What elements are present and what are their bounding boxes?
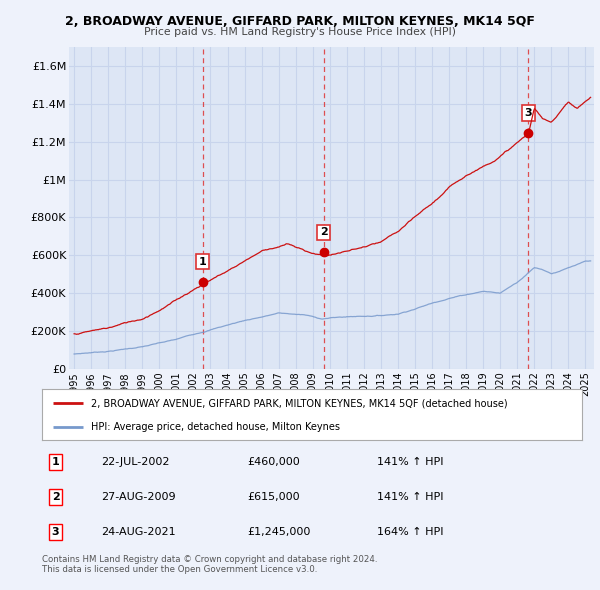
- Text: 27-AUG-2009: 27-AUG-2009: [101, 492, 176, 502]
- Text: 141% ↑ HPI: 141% ↑ HPI: [377, 492, 443, 502]
- Text: 2, BROADWAY AVENUE, GIFFARD PARK, MILTON KEYNES, MK14 5QF: 2, BROADWAY AVENUE, GIFFARD PARK, MILTON…: [65, 15, 535, 28]
- Text: Price paid vs. HM Land Registry's House Price Index (HPI): Price paid vs. HM Land Registry's House …: [144, 27, 456, 37]
- Text: 24-AUG-2021: 24-AUG-2021: [101, 527, 176, 537]
- Text: 1: 1: [199, 257, 206, 267]
- Text: 2: 2: [52, 492, 59, 502]
- Text: 164% ↑ HPI: 164% ↑ HPI: [377, 527, 443, 537]
- Text: 3: 3: [52, 527, 59, 537]
- Text: 2, BROADWAY AVENUE, GIFFARD PARK, MILTON KEYNES, MK14 5QF (detached house): 2, BROADWAY AVENUE, GIFFARD PARK, MILTON…: [91, 398, 507, 408]
- Text: 2: 2: [320, 227, 328, 237]
- Text: £615,000: £615,000: [247, 492, 300, 502]
- Text: 3: 3: [524, 108, 532, 118]
- Text: Contains HM Land Registry data © Crown copyright and database right 2024.
This d: Contains HM Land Registry data © Crown c…: [42, 555, 377, 574]
- Text: £1,245,000: £1,245,000: [247, 527, 311, 537]
- Text: £460,000: £460,000: [247, 457, 300, 467]
- Text: 22-JUL-2002: 22-JUL-2002: [101, 457, 170, 467]
- Text: 1: 1: [52, 457, 59, 467]
- Text: 141% ↑ HPI: 141% ↑ HPI: [377, 457, 443, 467]
- Text: HPI: Average price, detached house, Milton Keynes: HPI: Average price, detached house, Milt…: [91, 422, 340, 432]
